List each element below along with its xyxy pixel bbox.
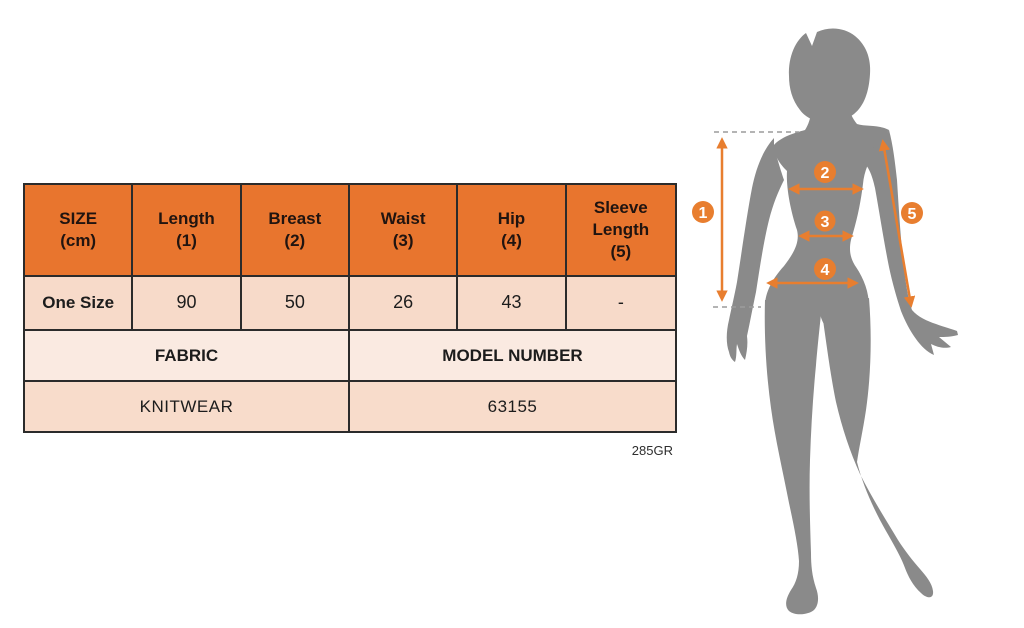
marker-circle-2 [814, 161, 836, 183]
marker-label-4: 4 [821, 262, 830, 279]
marker-circle-5 [901, 202, 923, 224]
model-number-label-cell: MODEL NUMBER [350, 331, 675, 382]
waist-value-cell: 26 [350, 277, 459, 331]
header-sleeve-length: Sleeve Length (5) [566, 185, 675, 277]
silhouette-left-leg [764, 299, 821, 615]
measure-marker-1: 1 [692, 201, 714, 223]
silhouette-right-arm [863, 130, 958, 355]
sleeve-value-cell: - [566, 277, 675, 331]
marker-circle-3 [814, 210, 836, 232]
marker-label-1: 1 [699, 205, 708, 222]
silhouette-right-leg [823, 298, 934, 598]
silhouette-left-arm [726, 138, 784, 362]
silhouette-head [788, 28, 871, 125]
sleeve-arrow-5 [878, 139, 916, 308]
measure-marker-5: 5 [901, 202, 923, 224]
model-number-value-cell: 63155 [350, 382, 675, 431]
hip-value-cell: 43 [458, 277, 567, 331]
breast-value-cell: 50 [241, 277, 350, 331]
fabric-value-cell: KNITWEAR [25, 382, 350, 431]
fabric-label-cell: FABRIC [25, 331, 350, 382]
measure-marker-4: 4 [814, 258, 836, 280]
measure-marker-3: 3 [814, 210, 836, 232]
marker-label-5: 5 [908, 206, 917, 223]
size-name-cell: One Size [25, 277, 134, 331]
weight-footnote: 285GR [631, 443, 673, 458]
female-body-silhouette [726, 28, 958, 615]
marker-circle-4 [814, 258, 836, 280]
size-table: SIZE (cm) Length (1) Breast (2) Waist (3… [23, 183, 677, 433]
measure-marker-2: 2 [814, 161, 836, 183]
header-waist: Waist (3) [350, 185, 459, 277]
marker-label-2: 2 [821, 165, 830, 182]
header-length: Length (1) [133, 185, 242, 277]
header-breast: Breast (2) [241, 185, 350, 277]
header-size: SIZE (cm) [25, 185, 134, 277]
length-value-cell: 90 [133, 277, 242, 331]
marker-label-3: 3 [821, 214, 830, 231]
header-hip: Hip (4) [458, 185, 567, 277]
marker-circle-1 [692, 201, 714, 223]
